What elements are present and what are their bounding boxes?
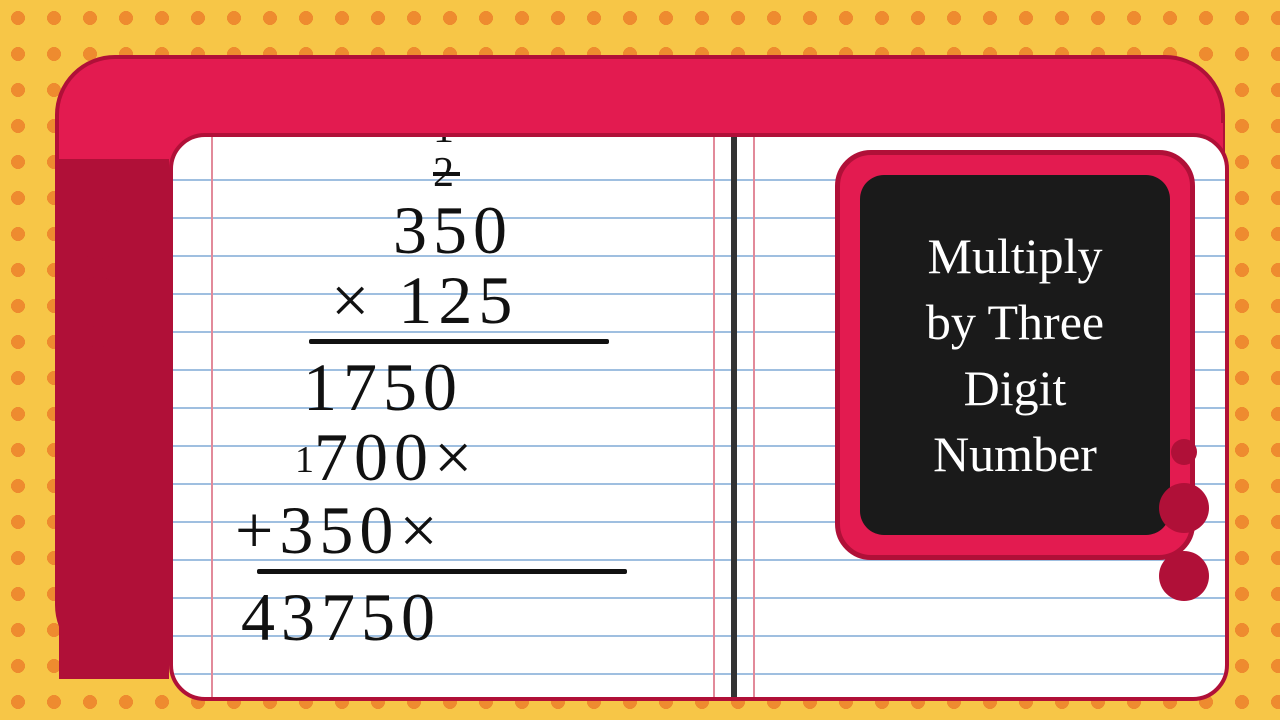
knob-group-right bbox=[1159, 439, 1209, 619]
knob-icon bbox=[85, 345, 111, 371]
knob-icon bbox=[1159, 483, 1209, 533]
knob-icon bbox=[73, 209, 123, 259]
title-text: Multiply by Three Digit Number bbox=[926, 223, 1104, 487]
chalkboard: Multiply by Three Digit Number bbox=[860, 175, 1170, 535]
separator-line bbox=[257, 569, 627, 574]
carry-digit: 2 bbox=[433, 150, 460, 196]
title-card: Multiply by Three Digit Number bbox=[835, 150, 1195, 560]
paper-center-binding bbox=[731, 137, 737, 697]
multiplication-work: 1 2 350 × 125 1750 1700× +350× 43750 bbox=[213, 133, 627, 652]
knob-icon bbox=[73, 277, 123, 327]
knob-icon bbox=[1171, 439, 1197, 465]
multiplicand: 350 bbox=[213, 195, 627, 265]
partial-product-1: 1750 bbox=[213, 352, 627, 422]
final-answer: 43750 bbox=[213, 582, 627, 652]
multiplier-row: × 125 bbox=[213, 265, 627, 335]
knob-group-left bbox=[73, 209, 123, 389]
paper-margin-line bbox=[713, 137, 715, 697]
paper-margin-line bbox=[753, 137, 755, 697]
separator-line bbox=[309, 339, 609, 344]
partial-product-2: 1700× bbox=[213, 422, 627, 495]
partial-product-3: +350× bbox=[213, 495, 627, 565]
knob-icon bbox=[1159, 551, 1209, 601]
